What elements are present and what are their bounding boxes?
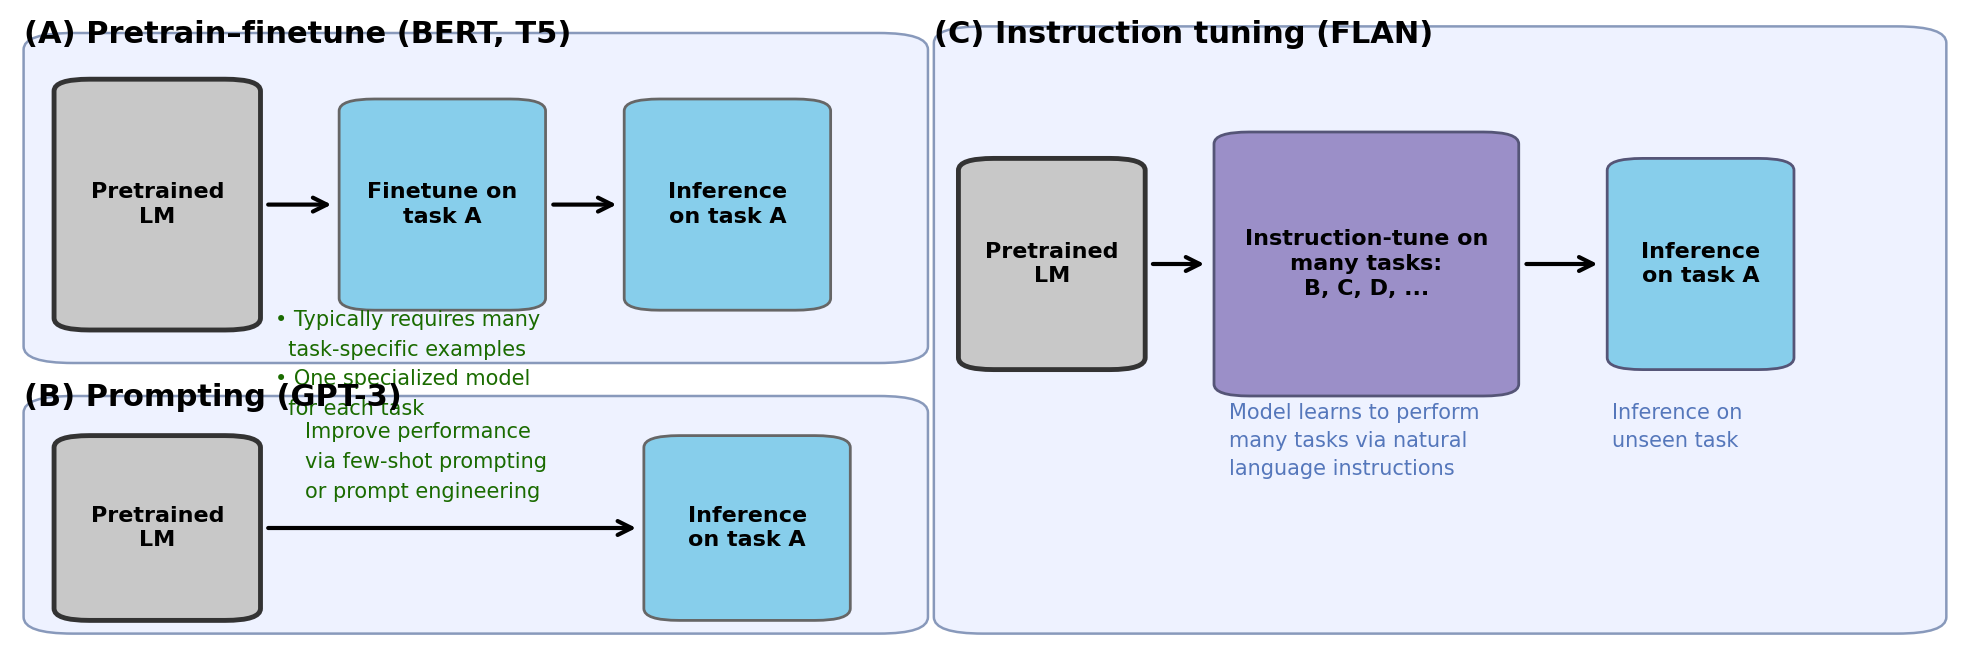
FancyBboxPatch shape	[934, 26, 1946, 634]
FancyBboxPatch shape	[55, 436, 260, 620]
Text: Inference
on task A: Inference on task A	[688, 506, 806, 550]
FancyBboxPatch shape	[340, 99, 547, 310]
FancyBboxPatch shape	[625, 99, 830, 310]
FancyBboxPatch shape	[959, 158, 1144, 370]
Text: Finetune on
task A: Finetune on task A	[368, 182, 517, 227]
Text: • Typically requires many
  task-specific examples
• One specialized model
  for: • Typically requires many task-specific …	[275, 310, 541, 419]
FancyBboxPatch shape	[645, 436, 849, 620]
Text: Pretrained
LM: Pretrained LM	[90, 506, 224, 550]
Text: Model learns to perform
many tasks via natural
language instructions: Model learns to perform many tasks via n…	[1229, 403, 1478, 478]
Text: (A) Pretrain–finetune (BERT, T5): (A) Pretrain–finetune (BERT, T5)	[24, 20, 570, 49]
FancyBboxPatch shape	[24, 33, 928, 363]
Text: Instruction-tune on
many tasks:
B, C, D, ...: Instruction-tune on many tasks: B, C, D,…	[1244, 229, 1488, 299]
Text: (C) Instruction tuning (FLAN): (C) Instruction tuning (FLAN)	[934, 20, 1433, 49]
FancyBboxPatch shape	[55, 79, 260, 330]
FancyBboxPatch shape	[1213, 132, 1518, 396]
Text: Inference
on task A: Inference on task A	[668, 182, 786, 227]
Text: Inference on
unseen task: Inference on unseen task	[1612, 403, 1742, 451]
Text: Inference
on task A: Inference on task A	[1642, 242, 1760, 286]
Text: (B) Prompting (GPT-3): (B) Prompting (GPT-3)	[24, 383, 401, 412]
Text: Pretrained
LM: Pretrained LM	[985, 242, 1119, 286]
Text: Improve performance
via few-shot prompting
or prompt engineering: Improve performance via few-shot prompti…	[305, 422, 547, 502]
FancyBboxPatch shape	[1606, 158, 1793, 370]
Text: Pretrained
LM: Pretrained LM	[90, 182, 224, 227]
FancyBboxPatch shape	[24, 396, 928, 634]
